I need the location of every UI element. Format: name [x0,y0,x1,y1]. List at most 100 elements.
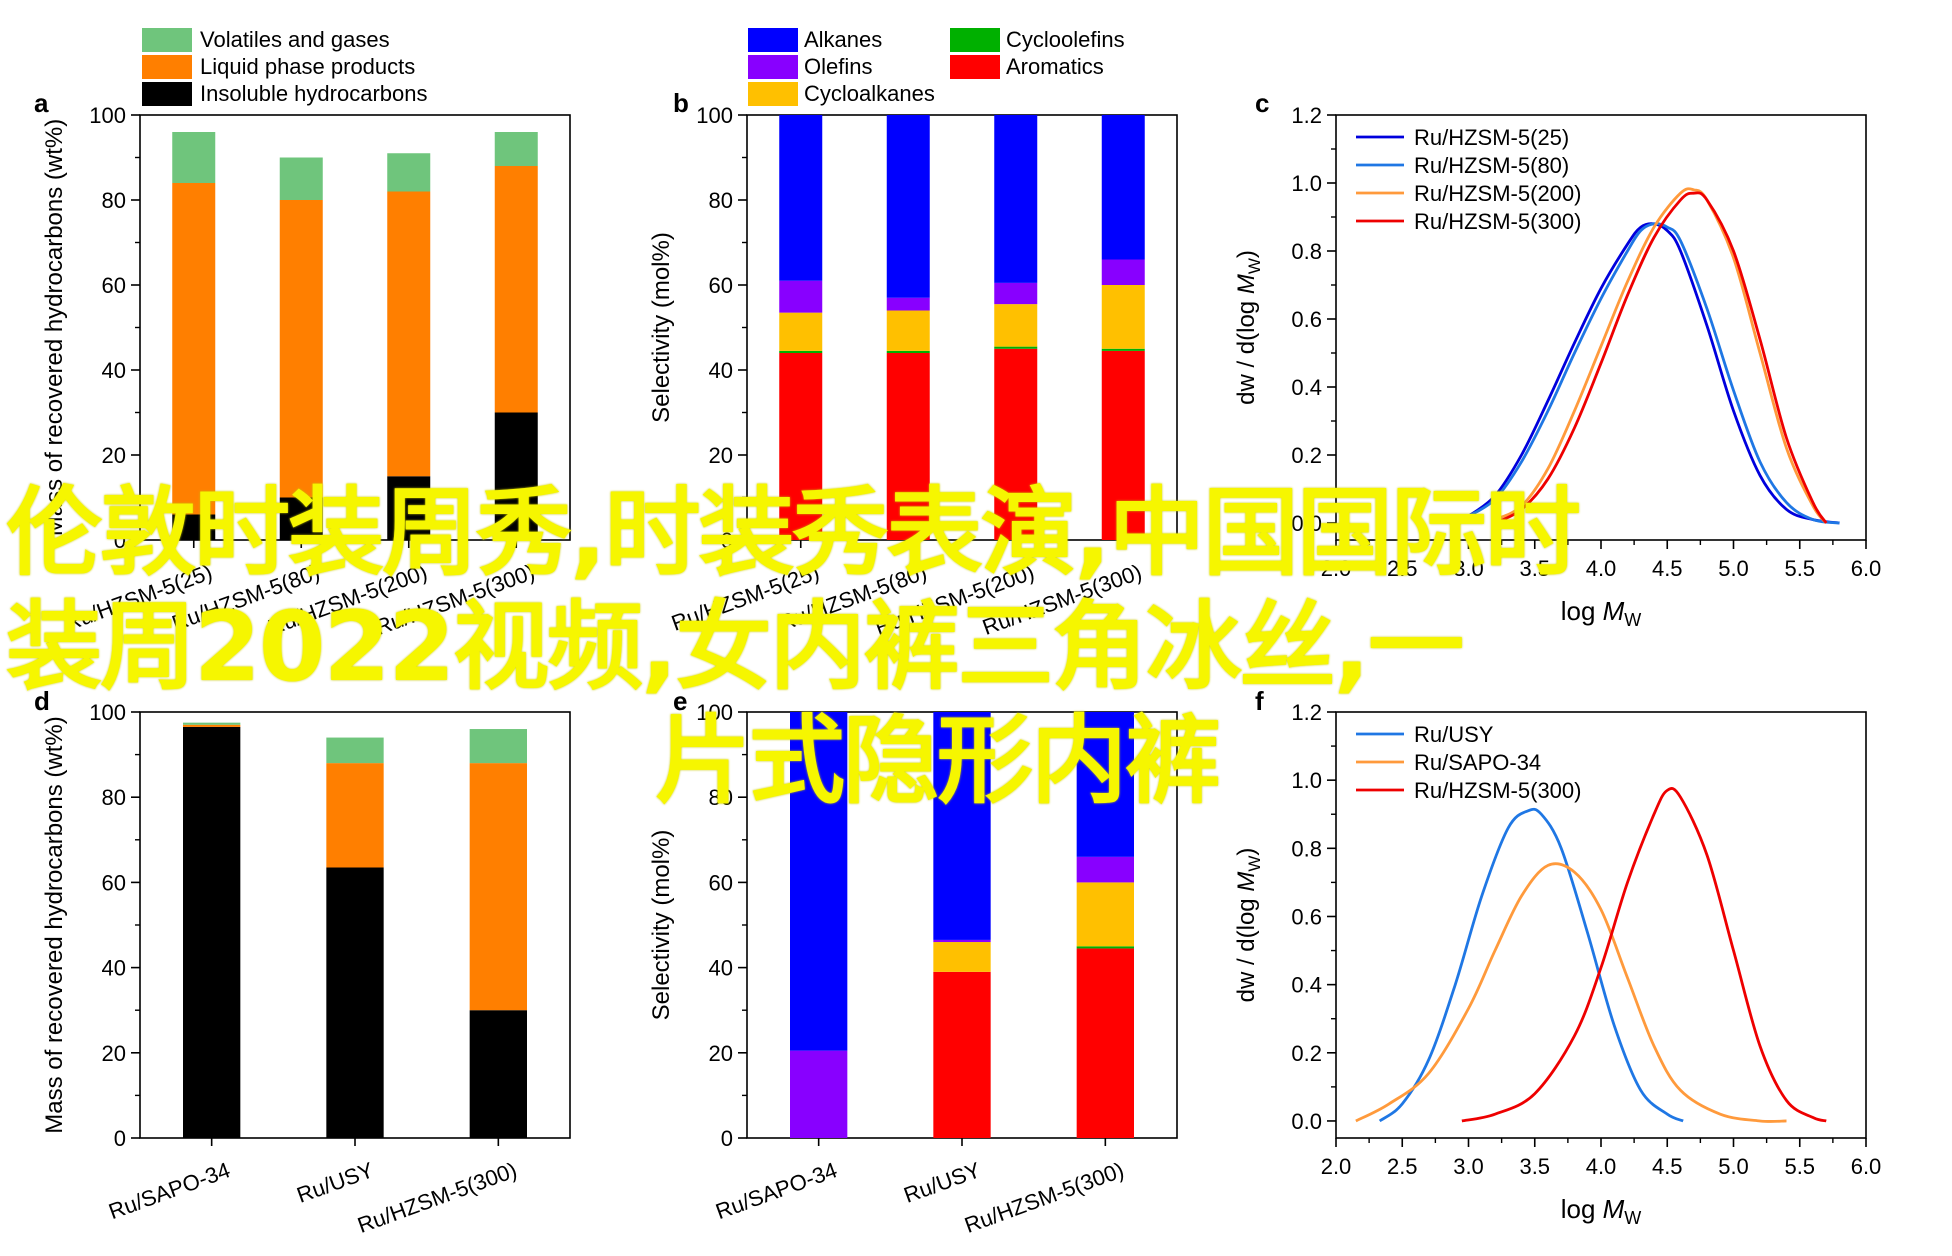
series-line-ru-hzsm-5-80 [1467,222,1840,525]
x-tick-label: Ru/HZSM-5(300) [961,1157,1127,1238]
panel-label: e [673,686,687,716]
bar-cycloolefins [886,350,930,353]
x-tick-label: 6.0 [1851,1154,1882,1179]
x-tick-label: Ru/USY [293,1157,377,1208]
legend-label: Olefins [804,54,872,79]
x-tick-label: Ru/SAPO-34 [712,1157,840,1224]
bar-aromatics [933,971,991,1138]
y-tick-label: 100 [696,103,733,128]
bar-volatiles-and-gases [326,737,384,764]
legend-label: Insoluble hydrocarbons [200,81,427,106]
bar-alkanes [790,712,848,1051]
bar-cycloolefins [1076,946,1134,949]
y-tick-label: 0.2 [1291,443,1322,468]
y-tick-label: 0.2 [1291,1041,1322,1066]
legend-label: Ru/HZSM-5(80) [1414,153,1569,178]
y-tick-label: 100 [89,700,126,725]
y-tick-label: 80 [709,188,733,213]
bar-aromatics [886,353,930,540]
series-line-ru-hzsm-5-300 [1461,787,1827,1123]
y-tick-label: 0.4 [1291,375,1322,400]
y-tick-label: 1.0 [1291,171,1322,196]
series-line-ru-hzsm-5-300 [1494,191,1828,525]
bar-cycloolefins [994,346,1038,349]
legend-label: Ru/HZSM-5(300) [1414,209,1581,234]
x-tick-label: 5.5 [1784,1154,1815,1179]
bar-liquid-phase-products [183,724,241,727]
y-tick-label: 20 [102,1041,126,1066]
y-tick-label: 0 [721,528,733,553]
bar-aromatics [1076,948,1134,1138]
chart-panel-a: 020406080100Ru/HZSM-5(25)Ru/HZSM-5(80)Ru… [34,88,571,640]
bar-alkanes [1101,115,1145,260]
y-tick-label: 60 [102,870,126,895]
bar-olefins [1076,856,1134,883]
bar-olefins [779,280,823,313]
y-tick-label: 0.0 [1291,511,1322,536]
x-tick-label: 6.0 [1851,556,1882,581]
bar-volatiles-and-gases [279,157,323,200]
legend-swatch [950,55,1000,79]
y-tick-label: 40 [709,956,733,981]
bar-volatiles-and-gases [469,729,527,764]
bar-volatiles-and-gases [494,132,538,166]
y-tick-label: 0.0 [1291,1109,1322,1134]
y-tick-label: 60 [709,870,733,895]
bar-alkanes [994,115,1038,283]
panel-label: f [1255,686,1264,716]
legend-swatch [748,28,798,52]
y-tick-label: 0.6 [1291,904,1322,929]
x-tick-label: 5.0 [1718,1154,1749,1179]
bar-cycloalkanes [779,312,823,351]
y-axis-label: Selectivity (mol%) [648,232,675,423]
bar-aromatics [779,353,823,540]
bar-insoluble-hydrocarbons [183,726,241,1138]
x-tick-label: Ru/USY [900,1157,984,1208]
y-tick-label: 40 [709,358,733,383]
chart-panel-b: 020406080100Ru/HZSM-5(25)Ru/HZSM-5(80)Ru… [648,88,1178,640]
y-tick-label: 0.8 [1291,239,1322,264]
bar-liquid-phase-products [494,166,538,413]
legend-label: Ru/HZSM-5(200) [1414,181,1581,206]
bar-insoluble-hydrocarbons [279,497,323,540]
legend-label: Volatiles and gases [200,27,390,52]
bar-liquid-phase-products [387,191,431,477]
x-tick-label: 2.5 [1387,556,1418,581]
bar-insoluble-hydrocarbons [469,1010,527,1138]
bar-insoluble-hydrocarbons [387,476,431,540]
y-axis-label: Mass of recovered hydrocarbons (wt%) [41,716,68,1134]
y-tick-label: 0 [721,1126,733,1151]
chart-panel-d: 0 20 40 60 80 100 Ru/SAPO-34 Ru/USYRu/HZSM-5(30… [34,686,571,1238]
legend-label: Ru/USY [1414,722,1494,747]
bar-cycloalkanes [886,310,930,351]
chart-panel-c: 0.0 0.2 0.4 0.6 0.8 1.0 1.2 2.0 2.5 3.0 3.5 4.0 4.5 5… [1233,88,1881,630]
bar-volatiles-and-gases [183,722,241,725]
legend-label: Cycloalkanes [804,81,935,106]
legend-label: Ru/HZSM-5(300) [1414,778,1581,803]
bar-insoluble-hydrocarbons [494,412,538,540]
legend-label: Ru/HZSM-5(25) [1414,125,1569,150]
y-axis-label: dw / d(log MW) [1233,848,1264,1003]
series-line-ru-usy [1378,807,1684,1123]
x-tick-label: 5.5 [1784,556,1815,581]
x-tick-label: 3.0 [1453,556,1484,581]
y-tick-label: 1.2 [1291,103,1322,128]
y-tick-label: 80 [709,785,733,810]
y-tick-label: 0 [114,528,126,553]
legend-label: Cycloolefins [1006,27,1125,52]
bar-aromatics [994,348,1038,540]
series-line-ru-sapo-34 [1355,862,1787,1123]
y-tick-label: 80 [102,785,126,810]
bar-liquid-phase-products [326,763,384,868]
bar-cycloalkanes [994,304,1038,347]
y-tick-label: 60 [102,273,126,298]
series-line-ru-hzsm-5-200 [1494,187,1828,524]
bar-olefins [1101,259,1145,285]
bar-cycloolefins [1101,348,1145,351]
bar-insoluble-hydrocarbons [172,514,216,540]
y-tick-label: 20 [709,1041,733,1066]
y-tick-label: 100 [696,700,733,725]
x-tick-label: Ru/SAPO-34 [105,1157,233,1224]
y-tick-label: 20 [102,443,126,468]
